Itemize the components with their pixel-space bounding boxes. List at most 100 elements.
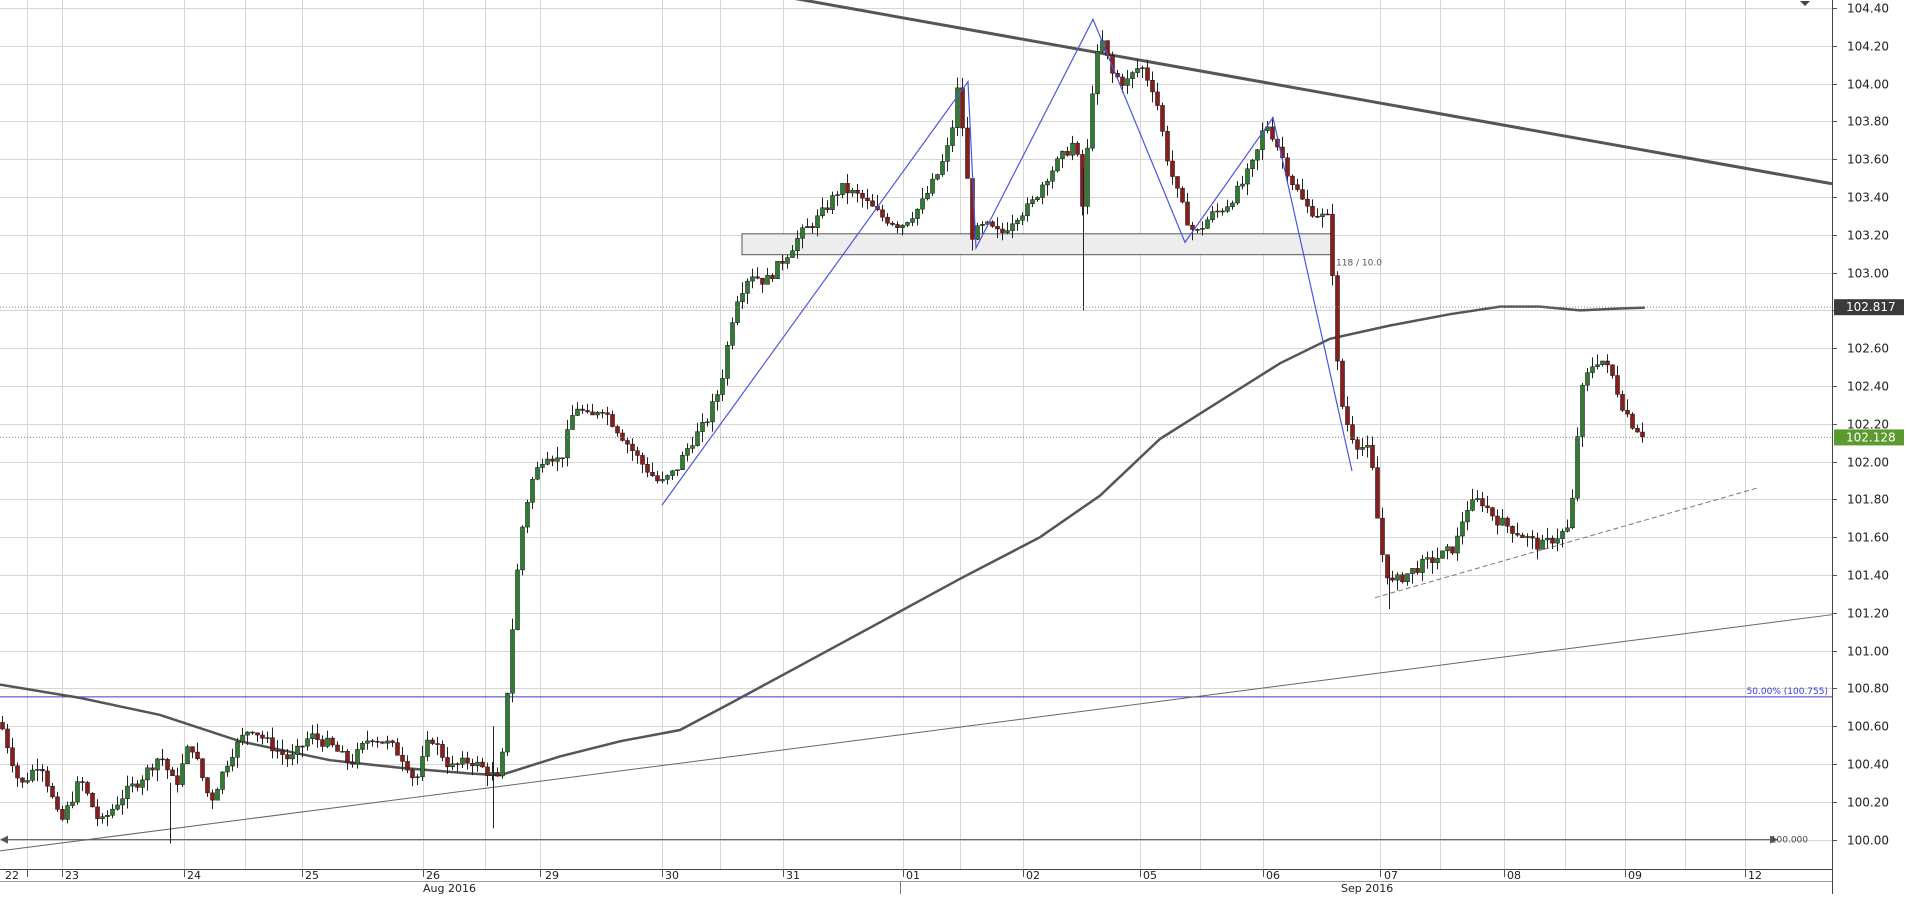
candle-bullish [105, 815, 110, 817]
y-tick-label: 100.60 [1847, 720, 1889, 734]
candle-bearish [170, 769, 175, 777]
candle-bullish [1210, 211, 1215, 221]
candle-bullish [75, 781, 80, 803]
candle-bullish [1600, 360, 1605, 365]
candle-bullish [1500, 517, 1505, 526]
candle-bearish [410, 769, 415, 779]
candle-bearish [1345, 406, 1350, 425]
candle-bearish [1150, 80, 1155, 93]
candle-bullish [1555, 538, 1560, 544]
candle-bullish [850, 190, 855, 194]
candle-bearish [1490, 507, 1495, 517]
candle-bearish [395, 742, 400, 756]
candle-bearish [1610, 364, 1615, 376]
candle-bullish [1260, 130, 1265, 150]
candle-bullish [290, 754, 295, 760]
candle-bearish [560, 457, 565, 460]
candle-bearish [1530, 536, 1535, 539]
candle-bullish [1590, 366, 1595, 373]
candle-bullish [240, 734, 245, 743]
candle-bullish [1050, 170, 1055, 182]
candle-bearish [5, 728, 10, 749]
y-tick-label: 103.60 [1847, 153, 1889, 167]
y-tick-label: 103.80 [1847, 115, 1889, 129]
y-tick-label: 104.20 [1847, 40, 1889, 54]
candle-bullish [540, 463, 545, 468]
candle-bullish [955, 87, 960, 129]
y-tick-label: 102.00 [1847, 456, 1889, 470]
candle-bearish [1350, 424, 1355, 440]
candle-bearish [1390, 577, 1395, 581]
candle-bearish [430, 739, 435, 744]
candle-bearish [1535, 537, 1540, 550]
y-tick-label: 100.00 [1847, 834, 1889, 848]
candle-bearish [40, 769, 45, 772]
candle-bullish [1595, 364, 1600, 367]
candle-bullish [515, 569, 520, 630]
candle-bearish [1630, 413, 1635, 429]
y-tick-label: 100.80 [1847, 682, 1889, 696]
resistance-zone [741, 233, 1334, 256]
candle-bullish [100, 816, 105, 819]
minor-support-dashed-line [1374, 487, 1758, 599]
fibonacci-label: 50.00% (100.755) [1747, 687, 1828, 697]
y-tick-label: 104.00 [1847, 78, 1889, 92]
candle-bearish [1165, 131, 1170, 162]
candle-bullish [450, 763, 455, 768]
x-tick-label: 25 [305, 869, 319, 882]
candle-bearish [1375, 467, 1380, 519]
candle-bullish [830, 195, 835, 210]
candle-bearish [90, 793, 95, 808]
candle-bullish [525, 502, 530, 528]
candle-bullish [1240, 183, 1245, 187]
y-tick-label: 103.20 [1847, 229, 1889, 243]
candle-bullish [675, 469, 680, 472]
candle-bullish [225, 765, 230, 773]
candle-bearish [990, 221, 995, 227]
candle-bearish [175, 775, 180, 785]
candle-bearish [465, 757, 470, 764]
candle-bullish [1090, 93, 1095, 149]
candle-bullish [750, 276, 755, 282]
candle-bullish [535, 467, 540, 480]
candle-bullish [685, 448, 690, 456]
candle-bullish [1475, 498, 1480, 500]
candle-bullish [720, 378, 725, 395]
candle-bullish [1045, 180, 1050, 186]
candle-bearish [195, 751, 200, 759]
candle-bearish [10, 747, 15, 767]
candle-bullish [700, 422, 705, 432]
candle-bearish [1385, 554, 1390, 579]
candle-bullish [1425, 557, 1430, 560]
candle-bearish [495, 772, 500, 777]
candle-bearish [300, 745, 305, 748]
axes-layer [0, 0, 1837, 894]
candle-bearish [890, 222, 895, 225]
candle-bearish [615, 426, 620, 434]
candle-bullish [910, 218, 915, 223]
candle-bearish [1430, 557, 1435, 563]
x-tick-label: 05 [1143, 869, 1157, 882]
candle-bearish [965, 127, 970, 179]
candle-bullish [975, 225, 980, 240]
candle-bearish [1485, 505, 1490, 508]
candle-bullish [1010, 223, 1015, 231]
candle-bearish [160, 758, 165, 761]
candle-bullish [1255, 149, 1260, 161]
candle-bearish [205, 777, 210, 794]
candle-bearish [390, 740, 395, 743]
candle-bearish [1305, 198, 1310, 207]
candle-bullish [1585, 372, 1590, 386]
candle-bearish [655, 475, 660, 482]
candle-bearish [865, 197, 870, 202]
last-price-badge-text: 102.128 [1846, 430, 1896, 444]
y-tick-label: 104.40 [1847, 2, 1889, 16]
candle-bullish [805, 226, 810, 229]
candle-bearish [280, 750, 285, 755]
y-tick-label: 101.60 [1847, 531, 1889, 545]
candle-bullish [775, 261, 780, 279]
candle-bullish [1055, 158, 1060, 172]
candle-bearish [760, 277, 765, 285]
candle-bullish [905, 222, 910, 226]
candle-bullish [1195, 229, 1200, 231]
